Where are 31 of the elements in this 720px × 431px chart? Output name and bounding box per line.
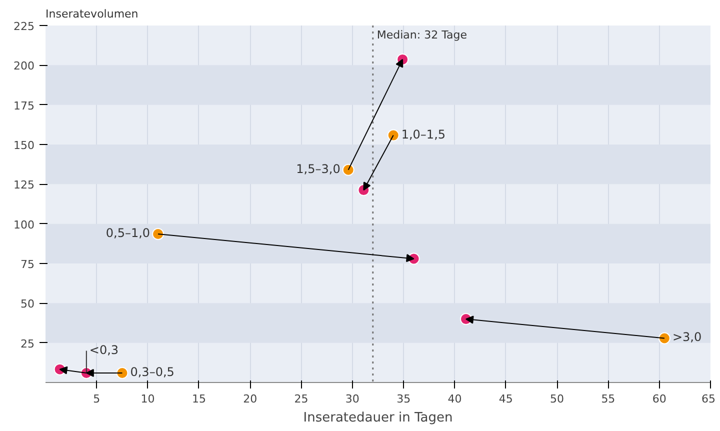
x-tick-label: 65 (702, 392, 716, 406)
ref-line-label: Median: 32 Tage (376, 28, 468, 42)
x-tick-label: 45 (498, 392, 513, 406)
annotation: <0,3 (89, 342, 119, 357)
annotation: 1,5–3,0 (296, 162, 340, 176)
x-tick-label: 10 (140, 392, 155, 406)
x-tick-label: 60 (652, 392, 666, 406)
annotation: 1,0–1,5 (401, 127, 446, 142)
x-axis-title: Inseratedauer in Tagen (303, 410, 453, 426)
y-tick-label: 225 (14, 20, 35, 33)
annotation: 0,5–1,0 (106, 226, 150, 240)
x-tick-label: 25 (294, 392, 308, 406)
x-tick-label: 20 (243, 392, 258, 406)
x-tick-label: 35 (396, 392, 411, 406)
y-axis-title: Inseratevolumen (46, 8, 138, 20)
annotation: >3,0 (672, 330, 702, 344)
y-tick-label: 125 (14, 178, 35, 192)
y-tick-label: 25 (20, 337, 35, 350)
y-tick-label: 50 (20, 298, 35, 311)
x-tick-label: 5 (93, 392, 100, 406)
x-tick-label: 40 (448, 392, 462, 406)
x-tick-label: 55 (601, 392, 616, 406)
x-tick-label: 50 (550, 392, 564, 406)
y-tick-label: 150 (14, 139, 35, 152)
annotation: 0,3–0,5 (130, 364, 174, 379)
y-tick-label: 200 (14, 60, 35, 73)
y-tick-label: 100 (14, 218, 35, 232)
x-tick-label: 15 (192, 392, 206, 406)
y-tick-label: 175 (14, 99, 35, 112)
x-tick-label: 30 (345, 392, 360, 406)
y-tick-label: 75 (20, 258, 35, 271)
